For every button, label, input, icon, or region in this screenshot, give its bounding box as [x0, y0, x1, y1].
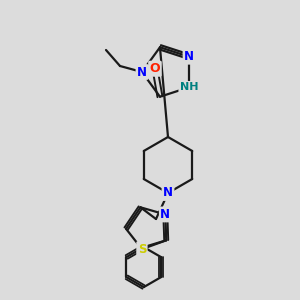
- Text: N: N: [184, 50, 194, 63]
- Text: N: N: [160, 208, 170, 221]
- Text: N: N: [163, 187, 173, 200]
- Text: N: N: [137, 65, 147, 79]
- Text: NH: NH: [180, 82, 198, 92]
- Text: S: S: [138, 243, 146, 256]
- Text: O: O: [150, 62, 160, 75]
